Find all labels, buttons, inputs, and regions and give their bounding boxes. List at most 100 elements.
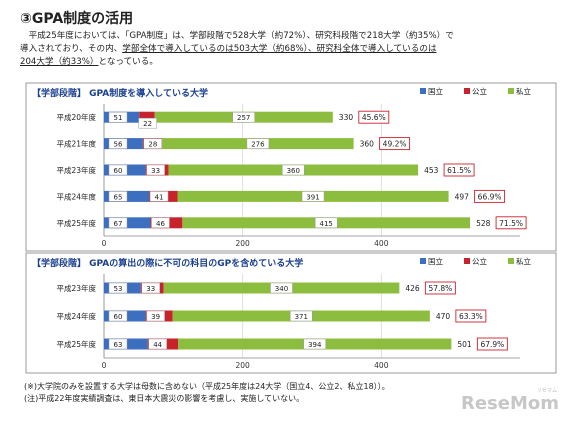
value-label-public-4: 46 bbox=[156, 220, 165, 228]
percent-label-0: 57.8% bbox=[428, 284, 452, 293]
percent-box-3 bbox=[474, 189, 506, 203]
value-label-private-1: 371 bbox=[295, 313, 308, 321]
legend-swatch-0 bbox=[420, 258, 426, 264]
value-label-private-4: 415 bbox=[320, 220, 333, 228]
total-label-2: 501 bbox=[457, 340, 472, 349]
footnote-2: (注)平成22年度実績調査は、東日本大震災の影響を考慮し、実施していない。 bbox=[24, 394, 305, 403]
value-label-private-2: 360 bbox=[287, 167, 300, 175]
value-label-public-2: 33 bbox=[151, 167, 160, 175]
value-box-national-2 bbox=[108, 338, 128, 350]
value-box-private-1 bbox=[246, 138, 270, 149]
legend-label-2: 私立 bbox=[516, 256, 531, 266]
value-label-public-0: 22 bbox=[143, 120, 152, 128]
x-tick-label-2: 400 bbox=[374, 361, 389, 370]
category-label-2: 平成25年度 bbox=[56, 339, 96, 349]
value-box-national-4 bbox=[108, 217, 128, 229]
total-label-0: 330 bbox=[339, 113, 354, 122]
logo-ruby: リセマム bbox=[536, 388, 557, 394]
legend-swatch-1 bbox=[464, 258, 470, 264]
percent-label-2: 67.9% bbox=[480, 340, 504, 349]
intro-line-3-plain: となっている。 bbox=[98, 57, 158, 67]
value-box-private-3 bbox=[301, 191, 325, 202]
value-label-public-1: 28 bbox=[148, 141, 157, 149]
value-label-national-4: 67 bbox=[114, 220, 123, 228]
value-box-private-1 bbox=[290, 310, 313, 322]
x-tick-label-0: 0 bbox=[102, 361, 107, 370]
chart-title: 【学部段階】 GPA制度を導入している大学 bbox=[32, 87, 208, 99]
value-box-national-0 bbox=[108, 111, 128, 123]
percent-label-2: 61.5% bbox=[447, 166, 471, 175]
category-label-1: 平成21年度 bbox=[56, 139, 96, 149]
value-box-private-2 bbox=[303, 338, 327, 350]
legend-label-1: 公立 bbox=[472, 86, 487, 96]
intro-line-3-underlined: 204大学（約33%） bbox=[20, 57, 99, 67]
value-label-public-3: 41 bbox=[155, 193, 164, 201]
legend-swatch-2 bbox=[508, 88, 514, 94]
value-box-public-2 bbox=[148, 338, 167, 350]
value-box-national-1 bbox=[108, 310, 128, 322]
legend-swatch-1 bbox=[464, 88, 470, 94]
intro-paragraph: 平成25年度においては、「GPA制度」は、学部段階で528大学（約72%）、研究… bbox=[20, 30, 560, 69]
category-label-0: 平成20年度 bbox=[56, 112, 96, 122]
value-box-public-3 bbox=[149, 191, 169, 202]
bar-public-0 bbox=[139, 111, 155, 123]
value-label-private-0: 340 bbox=[275, 285, 288, 293]
x-tick-label-1: 200 bbox=[236, 361, 251, 370]
value-label-national-1: 60 bbox=[114, 313, 123, 321]
percent-box-2 bbox=[476, 337, 508, 351]
percent-box-1 bbox=[455, 309, 487, 323]
intro-line-2: 導入されており、その内、学部全体で導入しているのは503大学（約68%）、研究科… bbox=[20, 43, 560, 56]
legend-label-2: 私立 bbox=[516, 86, 531, 96]
total-label-1: 470 bbox=[436, 312, 451, 321]
value-label-private-0: 257 bbox=[237, 114, 250, 122]
percent-box-1 bbox=[379, 137, 411, 151]
category-label-2: 平成23年度 bbox=[56, 165, 96, 175]
percent-box-0 bbox=[424, 281, 456, 295]
category-label-4: 平成25年度 bbox=[56, 218, 96, 228]
value-box-public-4 bbox=[151, 217, 170, 229]
value-box-public-1 bbox=[146, 310, 165, 322]
intro-line-3: 204大学（約33%）となっている。 bbox=[20, 56, 560, 69]
value-box-national-3 bbox=[108, 191, 128, 202]
x-tick-label-0: 0 bbox=[102, 239, 107, 248]
percent-label-4: 71.5% bbox=[499, 219, 523, 228]
legend-label-0: 国立 bbox=[428, 256, 443, 266]
total-label-2: 453 bbox=[424, 166, 439, 175]
value-box-private-4 bbox=[314, 217, 338, 229]
value-box-public-0 bbox=[138, 117, 157, 129]
x-tick-label-1: 200 bbox=[236, 239, 251, 248]
percent-label-1: 49.2% bbox=[383, 140, 407, 149]
value-label-public-2: 44 bbox=[153, 341, 162, 349]
value-label-public-0: 33 bbox=[146, 285, 155, 293]
value-label-national-3: 65 bbox=[114, 193, 123, 201]
value-label-public-1: 39 bbox=[151, 313, 160, 321]
category-label-1: 平成24年度 bbox=[56, 311, 96, 321]
percent-box-0 bbox=[358, 110, 390, 124]
value-box-national-2 bbox=[108, 164, 128, 176]
value-box-private-2 bbox=[282, 164, 305, 176]
legend-label-1: 公立 bbox=[472, 256, 487, 266]
chart-title: 【学部段階】 GPAの算出の際に不可の科目のGPを含めている大学 bbox=[32, 257, 303, 269]
value-box-public-0 bbox=[141, 282, 160, 294]
page-title: ③GPA制度の活用 bbox=[20, 11, 134, 27]
value-box-private-0 bbox=[270, 282, 293, 294]
footnote-1: (※)大学院のみを設置する大学は母数に含めない（平成25年度は24大学（国立4、… bbox=[24, 382, 390, 391]
value-box-national-0 bbox=[108, 282, 128, 294]
value-box-national-1 bbox=[108, 138, 128, 149]
value-label-private-2: 394 bbox=[308, 341, 322, 349]
chart-gpa-failing-grades: 【学部段階】 GPAの算出の際に不可の科目のGPを含めている大学 国立 公立 私立 0 2… bbox=[25, 252, 557, 374]
intro-line-2-plain: 導入されており、その内、 bbox=[20, 44, 123, 54]
total-label-3: 497 bbox=[455, 192, 470, 201]
value-box-private-0 bbox=[232, 111, 255, 123]
percent-box-2 bbox=[443, 163, 475, 177]
chart-gpa-adoption: 【学部段階】 GPA制度を導入している大学 国立 公立 私立 0 200 400 平成20年度… bbox=[25, 82, 557, 252]
total-label-0: 426 bbox=[405, 284, 420, 293]
value-label-national-0: 51 bbox=[114, 114, 123, 122]
value-label-national-2: 63 bbox=[114, 341, 123, 349]
value-label-national-2: 60 bbox=[114, 167, 123, 175]
value-label-national-1: 56 bbox=[114, 141, 123, 149]
value-box-public-1 bbox=[143, 138, 163, 149]
intro-line-1: 平成25年度においては、「GPA制度」は、学部段階で528大学（約72%）、研究… bbox=[20, 31, 454, 41]
legend-label-0: 国立 bbox=[428, 86, 443, 96]
x-tick-label-2: 400 bbox=[374, 239, 389, 248]
